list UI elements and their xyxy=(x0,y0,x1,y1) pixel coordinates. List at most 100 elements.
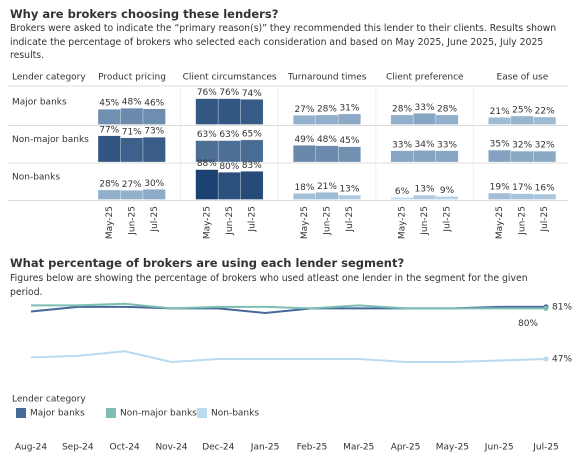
line xyxy=(31,302,546,310)
x-tick-label: May-25 xyxy=(436,443,469,453)
bar xyxy=(217,98,241,125)
value-label: 6% xyxy=(395,187,410,197)
bar xyxy=(315,192,339,200)
row-label: Non-banks xyxy=(12,173,60,183)
value-label: 28% xyxy=(392,104,412,114)
bar xyxy=(510,150,534,163)
value-label: 27% xyxy=(122,180,142,190)
x-tick-label: Nov-24 xyxy=(155,443,187,453)
line xyxy=(30,350,547,364)
bar xyxy=(338,194,361,200)
value-label: 45% xyxy=(339,136,359,146)
bar xyxy=(315,114,339,125)
bar xyxy=(390,197,414,200)
bar xyxy=(120,108,144,125)
bar xyxy=(533,150,557,163)
x-tick-label: Jun-25 xyxy=(420,206,430,236)
value-label: 32% xyxy=(535,141,555,151)
x-tick-label: Jun-25 xyxy=(322,206,332,236)
value-label: 48% xyxy=(317,135,337,145)
row-header: Lender category xyxy=(12,73,86,83)
value-label: 63% xyxy=(197,130,217,140)
value-label: 48% xyxy=(122,98,142,108)
value-label: 80% xyxy=(219,162,239,172)
bar xyxy=(413,194,436,200)
column-header: Ease of use xyxy=(497,73,549,83)
column-header: Client preference xyxy=(386,73,464,83)
value-label: 27% xyxy=(294,105,314,115)
bar xyxy=(338,113,361,125)
value-label: 13% xyxy=(415,185,435,195)
bar xyxy=(120,137,144,163)
bar xyxy=(510,193,534,200)
end-label: 80% xyxy=(518,319,538,329)
end-label: 47% xyxy=(552,354,572,364)
x-tick-label: Jul-25 xyxy=(532,443,559,453)
value-label: 21% xyxy=(490,107,510,117)
row-label: Major banks xyxy=(12,98,67,108)
value-label: 30% xyxy=(144,179,164,189)
bar xyxy=(390,114,414,125)
value-label: 71% xyxy=(122,127,142,137)
x-tick-label: Dec-24 xyxy=(202,443,234,453)
bar xyxy=(293,193,316,200)
value-label: 33% xyxy=(392,140,412,150)
end-marker xyxy=(543,305,549,311)
value-label: 17% xyxy=(512,183,532,193)
bar xyxy=(435,150,459,163)
bar xyxy=(97,135,121,163)
bar xyxy=(293,115,316,125)
legend-swatch xyxy=(197,408,207,418)
end-marker xyxy=(543,356,549,362)
bar xyxy=(293,145,316,163)
subtitle: Brokers were asked to indicate the “prim… xyxy=(10,23,557,61)
value-label: 18% xyxy=(294,183,314,193)
bar xyxy=(488,149,512,163)
x-tick-label: May-25 xyxy=(398,206,408,239)
x-tick-label: Jun-25 xyxy=(518,206,528,236)
bar xyxy=(488,117,512,125)
value-label: 73% xyxy=(144,127,164,137)
value-label: 76% xyxy=(219,88,239,98)
value-label: 76% xyxy=(197,88,217,98)
bar xyxy=(217,172,241,200)
bar xyxy=(240,139,264,163)
end-label: 81% xyxy=(552,302,572,312)
legend-label: Non-banks xyxy=(211,409,259,419)
x-tick-label: Apr-25 xyxy=(391,443,421,453)
bar xyxy=(142,189,166,200)
value-label: 33% xyxy=(437,140,457,150)
bar xyxy=(413,113,436,125)
title: What percentage of brokers are using eac… xyxy=(10,256,405,270)
x-tick-label: Jul-25 xyxy=(443,206,453,233)
bar xyxy=(217,140,241,163)
x-tick-label: Feb-25 xyxy=(297,443,328,453)
legend-title: Lender category xyxy=(12,395,86,405)
bar xyxy=(97,109,121,125)
value-label: 9% xyxy=(440,186,455,196)
bar xyxy=(338,146,361,163)
x-tick-label: Mar-25 xyxy=(343,443,374,453)
legend-label: Major banks xyxy=(30,409,85,419)
value-label: 16% xyxy=(535,184,555,194)
value-label: 22% xyxy=(535,107,555,117)
bar xyxy=(195,98,219,125)
column-header: Turnaround times xyxy=(287,73,367,83)
value-label: 28% xyxy=(317,104,337,114)
x-tick-label: Aug-24 xyxy=(15,443,48,453)
x-tick-label: Jul-25 xyxy=(247,206,257,233)
bar xyxy=(240,99,264,125)
x-tick-label: Jul-25 xyxy=(540,206,550,233)
value-label: 34% xyxy=(415,140,435,150)
bar xyxy=(120,190,144,200)
legend-swatch xyxy=(106,408,116,418)
value-label: 77% xyxy=(99,125,119,135)
bar xyxy=(315,145,339,163)
legend-label: Non-major banks xyxy=(120,409,197,419)
x-tick-label: Jun-25 xyxy=(127,206,137,236)
x-tick-label: Jul-25 xyxy=(150,206,160,233)
value-label: 46% xyxy=(144,98,164,108)
subtitle: Figures below are showing the percentage… xyxy=(10,273,528,298)
bar xyxy=(435,196,459,200)
